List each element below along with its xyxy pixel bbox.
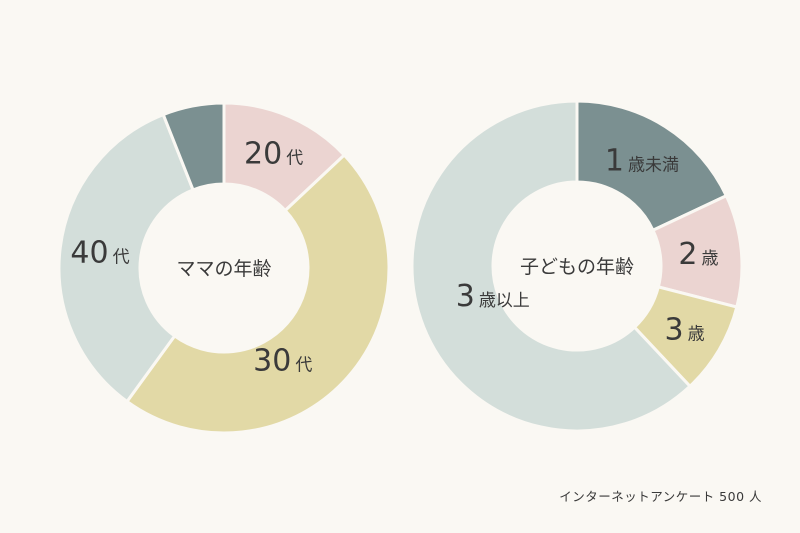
slice-40s-label: 40 代 bbox=[70, 235, 129, 270]
slice-40s bbox=[57, 112, 196, 404]
slice-30s bbox=[124, 152, 391, 435]
slice-under-1-label: 1 歳未満 bbox=[605, 143, 679, 178]
child-age-title: 子どもの年齢 bbox=[520, 256, 634, 278]
slice-30s-label: 30 代 bbox=[253, 344, 312, 379]
source-note: インターネットアンケート 500 人 bbox=[559, 489, 762, 504]
slice-over-3-label: 3 歳以上 bbox=[456, 279, 530, 314]
slice-over-3 bbox=[410, 99, 693, 433]
slice-other bbox=[161, 101, 226, 192]
slice-under-1 bbox=[575, 99, 729, 233]
mother-age-title: ママの年齢 bbox=[176, 258, 271, 280]
slice-20s-label: 20 代 bbox=[244, 136, 303, 171]
